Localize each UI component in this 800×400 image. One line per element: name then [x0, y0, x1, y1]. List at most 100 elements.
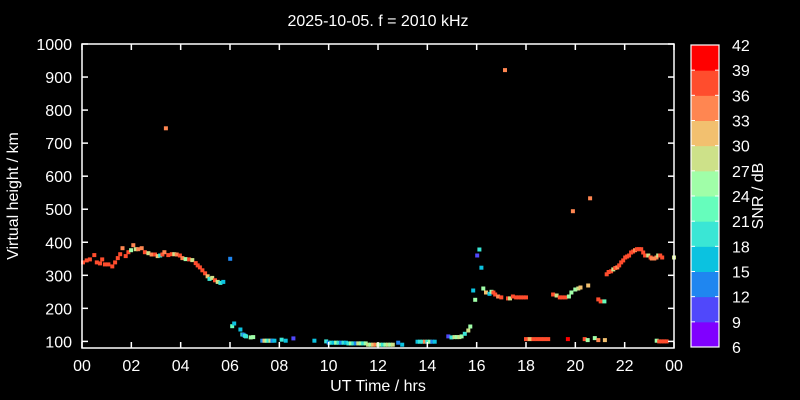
- data-point: [425, 339, 430, 344]
- data-point: [538, 337, 543, 342]
- y-tick-label: 300: [45, 268, 72, 285]
- data-point: [396, 340, 401, 345]
- data-point: [496, 294, 501, 299]
- data-point: [334, 340, 339, 345]
- data-point: [84, 258, 89, 263]
- data-point: [664, 339, 669, 344]
- data-point: [149, 252, 154, 257]
- colorbar-bin: [691, 246, 719, 272]
- data-point: [218, 280, 223, 285]
- data-point: [565, 337, 570, 342]
- colorbar-tick-label: 39: [732, 63, 750, 80]
- data-point: [654, 338, 659, 343]
- data-point: [190, 258, 195, 263]
- y-tick-label: 600: [45, 169, 72, 186]
- colorbar-tick-label: 18: [732, 239, 750, 256]
- data-point: [390, 342, 395, 347]
- data-points: [81, 68, 676, 347]
- data-point: [578, 285, 583, 290]
- data-point: [570, 209, 575, 214]
- data-point: [200, 268, 205, 273]
- colorbar-bin: [691, 296, 719, 323]
- data-point: [427, 339, 432, 344]
- data-point: [621, 258, 626, 263]
- data-point: [203, 271, 208, 276]
- data-point: [329, 340, 334, 345]
- colorbar-tick-label: 9: [732, 315, 741, 332]
- data-point: [475, 253, 480, 258]
- colorbar: 6 9 12 15 18 21 24 27 30 33 36 39 42: [690, 38, 750, 357]
- data-point: [473, 297, 478, 302]
- data-point: [432, 339, 437, 344]
- x-tick-label: 04: [172, 358, 190, 375]
- data-point: [519, 295, 524, 300]
- data-point: [210, 275, 215, 280]
- data-point: [126, 250, 131, 255]
- data-point: [180, 256, 185, 261]
- x-tick-label: 00: [73, 358, 91, 375]
- data-point: [163, 126, 168, 131]
- data-point: [557, 295, 562, 300]
- data-point: [106, 262, 111, 267]
- data-point: [617, 263, 622, 268]
- x-tick-label: 16: [468, 358, 486, 375]
- data-point: [123, 254, 128, 259]
- data-point: [378, 342, 383, 347]
- data-point: [358, 341, 363, 346]
- data-point: [659, 339, 664, 344]
- data-point: [459, 334, 464, 339]
- data-point: [98, 261, 102, 266]
- data-point: [514, 295, 519, 300]
- data-point: [566, 294, 571, 299]
- data-point: [368, 342, 373, 347]
- data-point: [120, 246, 125, 251]
- data-point: [187, 257, 192, 262]
- data-point: [471, 288, 476, 293]
- data-point: [81, 260, 85, 265]
- data-point: [166, 253, 171, 258]
- data-point: [260, 338, 265, 343]
- data-point: [283, 338, 288, 343]
- x-axis: 00 02 04 06 08 10 12 14 16 18 20 22 00: [73, 44, 683, 375]
- data-point: [660, 255, 665, 260]
- data-point: [479, 265, 484, 270]
- data-point: [353, 341, 358, 346]
- data-point: [477, 247, 482, 252]
- data-point: [649, 256, 654, 261]
- x-tick-label: 08: [270, 358, 288, 375]
- plot-frame: [81, 43, 675, 349]
- data-point: [602, 338, 607, 343]
- data-point: [133, 247, 138, 252]
- data-point: [430, 339, 435, 344]
- data-point: [177, 253, 182, 258]
- data-point: [162, 250, 167, 255]
- data-point: [385, 342, 390, 347]
- y-axis: 100 200 300 400 500 600 700 800 900 1000: [36, 37, 674, 351]
- data-point: [499, 295, 504, 300]
- colorbar-bin: [691, 145, 719, 172]
- data-point: [602, 299, 607, 304]
- data-point: [100, 257, 105, 262]
- data-point: [291, 336, 296, 341]
- colorbar-bin: [691, 321, 719, 348]
- data-point: [279, 337, 284, 342]
- x-tick-label: 00: [665, 358, 683, 375]
- data-point: [576, 286, 581, 291]
- data-point: [609, 269, 614, 274]
- x-tick-label: 18: [517, 358, 535, 375]
- y-axis-label: Virtual height / km: [5, 132, 22, 260]
- data-point: [207, 276, 212, 281]
- colorbar-tick-label: 12: [732, 290, 750, 307]
- data-point: [146, 251, 151, 256]
- data-point: [569, 290, 574, 295]
- data-point: [604, 272, 609, 277]
- data-point: [361, 341, 366, 346]
- data-point: [508, 296, 512, 301]
- colorbar-tick-label: 27: [732, 164, 750, 181]
- colorbar-bin: [691, 271, 719, 298]
- data-point: [388, 342, 393, 347]
- data-point: [131, 243, 136, 248]
- data-point: [248, 335, 253, 340]
- data-point: [466, 328, 471, 333]
- y-tick-label: 100: [45, 334, 72, 351]
